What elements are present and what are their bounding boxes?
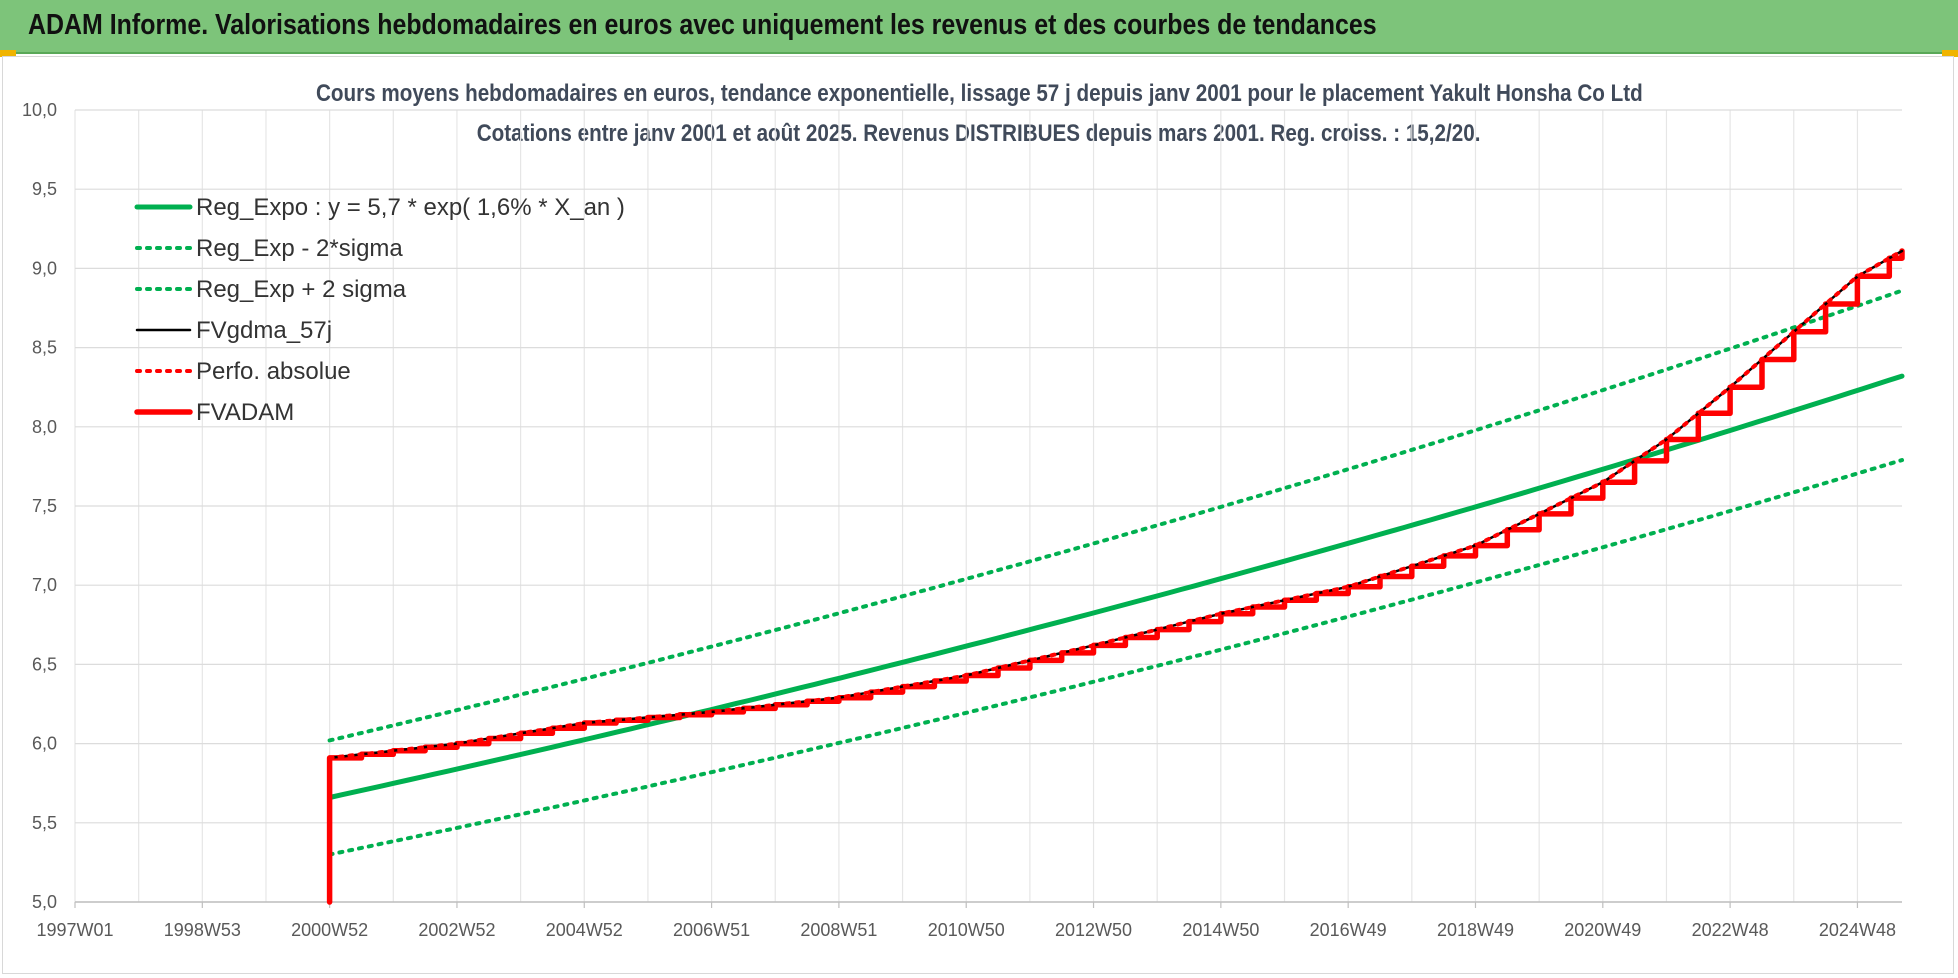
chart-title: Cours moyens hebdomadaires en euros, ten… xyxy=(315,80,1643,107)
x-tick-label: 2022W48 xyxy=(1692,920,1769,940)
series-line-2 xyxy=(327,288,1904,743)
legend: Reg_Expo : y = 5,7 * exp( 1,6% * X_an ) R… xyxy=(134,194,625,426)
y-tick-label: 8,5 xyxy=(32,338,57,358)
y-tick-label: 7,5 xyxy=(32,496,57,516)
x-tick-label: 2008W51 xyxy=(800,920,877,940)
legend-label: Reg_Expo : y = 5,7 * exp( 1,6% * X_an ) xyxy=(196,194,625,221)
report-banner: ADAM Informe. Valorisations hebdomadaire… xyxy=(0,0,1958,54)
x-tick-label: 2016W49 xyxy=(1310,920,1387,940)
series-line-1 xyxy=(327,458,1904,857)
y-tick-label: 8,0 xyxy=(32,417,57,437)
y-tick-label: 9,0 xyxy=(32,258,57,278)
x-tick-label: 1998W53 xyxy=(164,920,241,940)
grid-lines xyxy=(74,109,1902,903)
chart-frame xyxy=(2,56,1954,974)
x-tick-label: 2024W48 xyxy=(1819,920,1896,940)
legend-label: Reg_Exp - 2*sigma xyxy=(196,235,403,262)
legend-label: FVgdma_57j xyxy=(196,317,332,344)
x-tick-label: 2020W49 xyxy=(1564,920,1641,940)
y-tick-label: 6,5 xyxy=(32,654,57,674)
y-tick-label: 6,0 xyxy=(32,734,57,754)
corner-marker xyxy=(1942,50,1958,57)
chart-subtitle: Cotations entre janv 2001 et août 2025. … xyxy=(477,120,1481,147)
x-tick-label: 2014W50 xyxy=(1182,920,1259,940)
x-tick-label: 2006W51 xyxy=(673,920,750,940)
series-line-4 xyxy=(327,249,1904,760)
x-tick-label: 1997W01 xyxy=(36,920,113,940)
report-title: ADAM Informe. Valorisations hebdomadaire… xyxy=(28,9,1377,41)
legend-label: FVADAM xyxy=(196,399,294,426)
corner-marker xyxy=(0,50,16,57)
legend-label: Perfo. absolue xyxy=(196,358,351,385)
y-tick-label: 9,5 xyxy=(32,179,57,199)
x-tick-label: 2004W52 xyxy=(546,920,623,940)
x-axis: 1997W01 1998W53 2000W52 2002W52 2004W52 2006W… xyxy=(36,901,1902,940)
y-axis: 10,0 9,5 9,0 8,5 8,0 7,5 7,0 6,5 6,0 5,5 5,0 xyxy=(22,100,57,912)
x-tick-label: 2012W50 xyxy=(1055,920,1132,940)
x-tick-label: 2002W52 xyxy=(418,920,495,940)
y-tick-label: 5,5 xyxy=(32,813,57,833)
y-tick-label: 10,0 xyxy=(22,100,57,120)
series-layer xyxy=(326,248,1905,905)
legend-label: Reg_Exp + 2 sigma xyxy=(196,276,407,303)
y-tick-label: 7,0 xyxy=(32,575,57,595)
y-tick-label: 5,0 xyxy=(32,892,57,912)
x-tick-label: 2000W52 xyxy=(291,920,368,940)
x-tick-label: 2010W50 xyxy=(928,920,1005,940)
x-tick-label: 2018W49 xyxy=(1437,920,1514,940)
